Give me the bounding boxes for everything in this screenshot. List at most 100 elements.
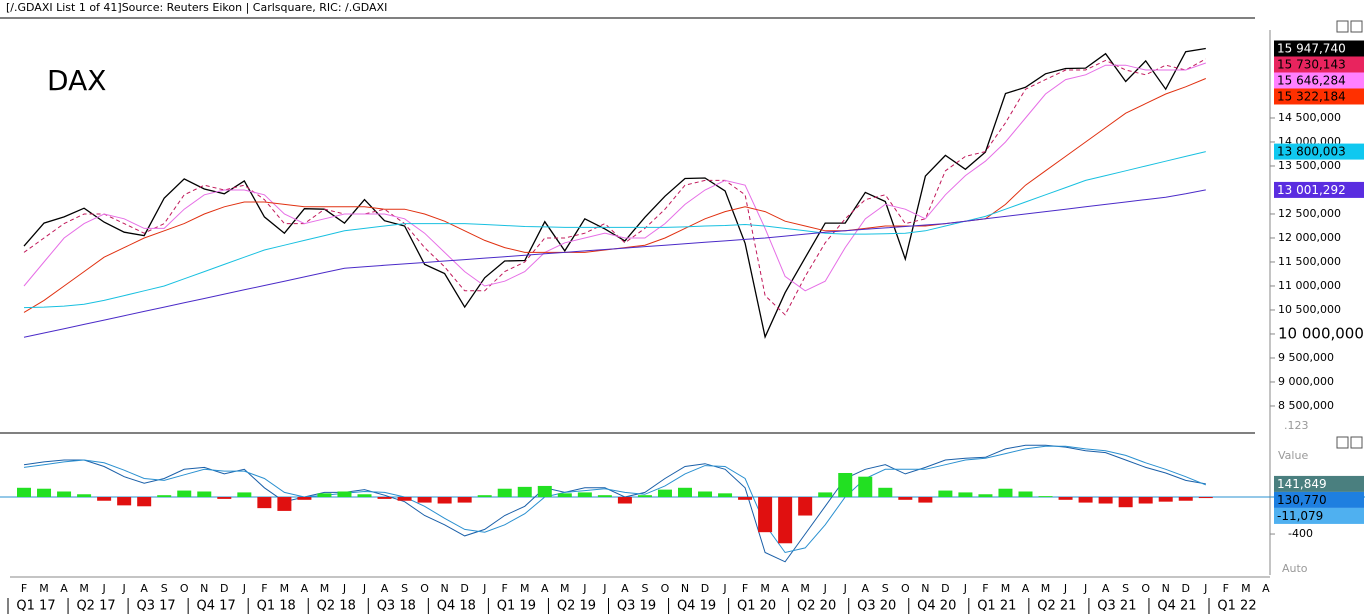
x-tick-label: A <box>1022 582 1030 595</box>
icon-restore[interactable] <box>1336 20 1349 33</box>
histogram-bar <box>617 497 632 504</box>
x-tick-label: A <box>301 582 309 595</box>
x-tick-label: N <box>921 582 929 595</box>
histogram-bar <box>197 491 212 498</box>
quarter-label: Q1 19 <box>497 599 536 614</box>
quarter-label: Q1 17 <box>16 599 55 614</box>
histogram-bar <box>457 497 472 503</box>
quarter-label: Q4 19 <box>677 599 716 614</box>
corner-label: .123 <box>1284 419 1309 432</box>
histogram-bar <box>357 494 372 498</box>
line <box>23 445 1206 554</box>
x-tick-label: A <box>861 582 869 595</box>
quarter-label: Q4 17 <box>197 599 236 614</box>
histogram-bar <box>537 485 552 498</box>
histogram-bar <box>1138 497 1153 504</box>
y-tick-label: 11 500,000 <box>1278 255 1341 268</box>
x-tick-label: O <box>180 582 189 595</box>
histogram-bar <box>597 495 612 498</box>
histogram-bar <box>377 497 392 499</box>
quarter-label: Q2 18 <box>317 599 356 614</box>
x-tick-label: J <box>582 582 586 595</box>
histogram-bar <box>637 495 652 498</box>
x-tick-label: O <box>661 582 670 595</box>
x-tick-label: J <box>101 582 105 595</box>
value-box-label: 13 800,003 <box>1277 145 1346 159</box>
line <box>23 151 1206 309</box>
icon-close[interactable] <box>1350 20 1363 33</box>
y-tick-label: 10 000,000 <box>1278 324 1364 342</box>
histogram-bar <box>878 487 893 498</box>
x-tick-label: F <box>982 582 988 595</box>
histogram-bar <box>1018 491 1033 498</box>
x-tick-label: M <box>79 582 89 595</box>
histogram-bar <box>1178 497 1193 501</box>
x-tick-label: N <box>200 582 208 595</box>
quarter-label: Q1 20 <box>737 599 776 614</box>
x-tick-label: S <box>641 582 648 595</box>
x-tick-label: D <box>941 582 949 595</box>
x-tick-label: M <box>1001 582 1011 595</box>
x-tick-label: M <box>1041 582 1051 595</box>
quarter-label: Q4 18 <box>437 599 476 614</box>
histogram-bar <box>97 497 112 501</box>
histogram-bar <box>1118 497 1133 508</box>
histogram-bar <box>1038 496 1053 498</box>
x-tick-label: O <box>420 582 429 595</box>
histogram-bar <box>978 494 993 498</box>
histogram-bar <box>1058 497 1073 500</box>
value-box <box>1274 181 1364 198</box>
x-tick-label: A <box>621 582 629 595</box>
value-box-label: 15 947,740 <box>1277 41 1346 55</box>
quarter-label: Q2 17 <box>76 599 115 614</box>
quarter-label: Q3 18 <box>377 599 416 614</box>
x-tick-label: D <box>701 582 709 595</box>
x-tick-label: J <box>342 582 346 595</box>
histogram-bar <box>657 489 672 498</box>
x-tick-label: J <box>362 582 366 595</box>
value-box-label: 130,770 <box>1277 493 1327 507</box>
x-tick-label: S <box>401 582 408 595</box>
x-tick-label: A <box>541 582 549 595</box>
x-tick-label: D <box>220 582 228 595</box>
x-tick-label: S <box>161 582 168 595</box>
histogram-bar <box>898 497 913 500</box>
histogram-bar <box>257 497 272 509</box>
y-tick-label: 12 500,000 <box>1278 207 1341 220</box>
x-tick-label: N <box>1162 582 1170 595</box>
y-tick-label: 8 500,000 <box>1278 399 1334 412</box>
x-tick-label: J <box>963 582 967 595</box>
line <box>23 444 1206 563</box>
histogram-bar <box>37 488 52 498</box>
icon-restore[interactable] <box>1336 436 1349 449</box>
x-tick-label: N <box>681 582 689 595</box>
histogram-bar <box>998 488 1013 498</box>
histogram-bar <box>778 497 793 544</box>
y-tick-label: -400 <box>1288 527 1313 540</box>
histogram-bar <box>577 492 592 498</box>
window-icons <box>1336 20 1363 449</box>
quarter-label: Q3 17 <box>137 599 176 614</box>
chart-title: DAX <box>47 64 106 97</box>
value-box <box>1274 72 1364 89</box>
icon-close[interactable] <box>1350 436 1363 449</box>
line <box>23 47 1206 339</box>
x-tick-label: J <box>722 582 726 595</box>
x-tick-label: F <box>1223 582 1229 595</box>
x-tick-label: M <box>280 582 290 595</box>
histogram-bar <box>758 497 773 533</box>
histogram-bar <box>17 487 31 498</box>
x-tick-label: F <box>742 582 748 595</box>
value-box <box>1274 507 1364 524</box>
header: [/.GDAXI List 1 of 41]Source: Reuters Ei… <box>6 1 387 14</box>
x-tick-label: J <box>823 582 827 595</box>
x-tick-label: A <box>60 582 68 595</box>
quarter-label: Q4 20 <box>917 599 956 614</box>
histogram-bar <box>137 497 152 507</box>
histogram-bar <box>297 497 312 500</box>
value-box-label: 141,849 <box>1277 477 1327 491</box>
value-box-label: 15 730,143 <box>1277 57 1346 71</box>
x-tick-label: J <box>843 582 847 595</box>
histogram-bar <box>77 494 92 498</box>
y-tick-label: 10 500,000 <box>1278 303 1341 316</box>
